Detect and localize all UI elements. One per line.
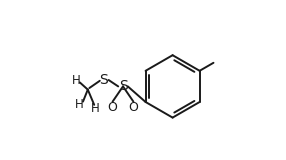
Text: H: H — [91, 101, 99, 115]
Text: H: H — [72, 74, 80, 87]
Text: O: O — [108, 101, 118, 114]
Text: H: H — [75, 98, 84, 111]
Text: S: S — [119, 79, 127, 93]
Text: S: S — [100, 73, 108, 87]
Text: O: O — [128, 101, 138, 114]
